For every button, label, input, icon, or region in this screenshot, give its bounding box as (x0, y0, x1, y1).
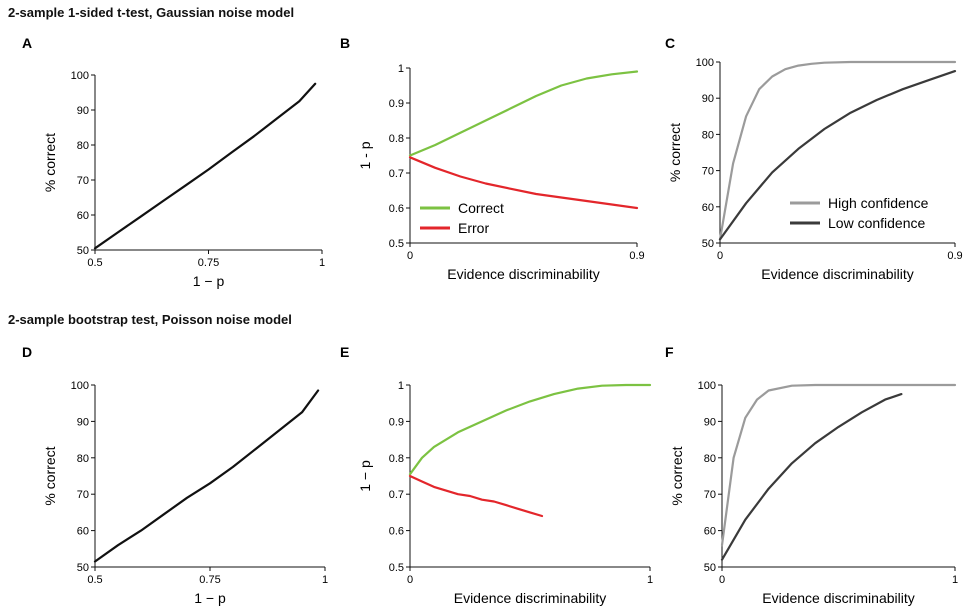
y-tick-label-a: 60 (77, 210, 89, 222)
legend-label-c-low-confidence: Low confidence (828, 215, 926, 231)
y-tick-label-c: 90 (702, 93, 714, 105)
y-axis-label-e: 1 − p (357, 460, 373, 492)
x-tick-label-e: 1 (647, 574, 653, 586)
y-tick-label-c: 100 (696, 57, 714, 69)
y-axis-label-d: % correct (42, 446, 58, 505)
panel-letter-c: C (665, 35, 675, 51)
x-tick-label-a: 0.5 (87, 257, 102, 269)
x-axis-label-d: 1 − p (194, 590, 226, 606)
y-tick-label-b: 1 (398, 63, 404, 75)
y-tick-label-f: 80 (704, 453, 716, 465)
x-tick-label-c: 0.9 (947, 250, 962, 262)
y-tick-label-b: 0.7 (389, 168, 404, 180)
y-tick-label-b: 0.9 (389, 98, 404, 110)
series-line-b-correct (410, 72, 637, 156)
y-tick-label-f: 90 (704, 416, 716, 428)
y-tick-label-e: 0.6 (389, 526, 404, 538)
y-axis-label-f: % correct (669, 446, 685, 505)
legend-label-b-error: Error (458, 220, 489, 236)
y-tick-label-f: 100 (698, 380, 716, 392)
y-tick-label-a: 50 (77, 245, 89, 257)
y-axis-label-c: % correct (667, 123, 683, 182)
x-tick-label-f: 0 (719, 574, 725, 586)
panel-letter-a: A (22, 35, 32, 51)
series-line-f-high-confidence (722, 385, 955, 545)
y-axis-label-b: 1 - p (357, 141, 373, 169)
y-tick-label-d: 50 (77, 562, 89, 574)
y-tick-label-f: 70 (704, 489, 716, 501)
series-line-d-single (95, 391, 318, 562)
y-tick-label-a: 100 (71, 70, 89, 82)
panel-letter-d: D (22, 344, 32, 360)
y-tick-label-d: 60 (77, 526, 89, 538)
y-tick-label-e: 0.9 (389, 416, 404, 428)
x-tick-label-f: 1 (952, 574, 958, 586)
y-tick-label-a: 90 (77, 105, 89, 117)
x-tick-label-a: 1 (319, 257, 325, 269)
y-axis-label-a: % correct (42, 133, 58, 192)
y-tick-label-c: 60 (702, 202, 714, 214)
y-tick-label-c: 80 (702, 129, 714, 141)
series-line-c-high-confidence (720, 62, 955, 239)
y-tick-label-e: 0.5 (389, 562, 404, 574)
x-axis-label-b: Evidence discriminability (447, 266, 600, 282)
y-tick-label-e: 0.8 (389, 453, 404, 465)
x-tick-label-d: 1 (322, 574, 328, 586)
series-line-a-single (95, 84, 315, 249)
panel-letter-f: F (665, 344, 674, 360)
x-tick-label-d: 0.75 (199, 574, 220, 586)
y-tick-label-f: 50 (704, 562, 716, 574)
series-line-f-low-confidence (722, 394, 901, 560)
series-line-b-error (410, 157, 637, 208)
series-line-e-error (410, 476, 542, 516)
y-tick-label-f: 60 (704, 526, 716, 538)
legend-label-c-high-confidence: High confidence (828, 195, 929, 211)
panel-letter-e: E (340, 344, 349, 360)
x-tick-label-b: 0.9 (629, 250, 644, 262)
x-axis-label-e: Evidence discriminability (454, 590, 607, 606)
y-tick-label-c: 70 (702, 166, 714, 178)
y-tick-label-b: 0.5 (389, 238, 404, 250)
y-tick-label-c: 50 (702, 238, 714, 250)
x-axis-label-c: Evidence discriminability (761, 266, 914, 282)
y-tick-label-d: 80 (77, 453, 89, 465)
y-tick-label-e: 1 (398, 380, 404, 392)
panel-letter-b: B (340, 35, 350, 51)
y-tick-label-b: 0.8 (389, 133, 404, 145)
y-tick-label-d: 90 (77, 416, 89, 428)
legend-label-b-correct: Correct (458, 200, 504, 216)
series-line-e-correct (410, 385, 650, 474)
y-tick-label-b: 0.6 (389, 203, 404, 215)
y-tick-label-d: 100 (71, 380, 89, 392)
x-tick-label-b: 0 (407, 250, 413, 262)
x-tick-label-c: 0 (717, 250, 723, 262)
y-tick-label-a: 80 (77, 140, 89, 152)
y-tick-label-e: 0.7 (389, 489, 404, 501)
x-axis-label-f: Evidence discriminability (762, 590, 915, 606)
x-tick-label-e: 0 (407, 574, 413, 586)
y-tick-label-d: 70 (77, 489, 89, 501)
y-tick-label-a: 70 (77, 175, 89, 187)
x-tick-label-d: 0.5 (87, 574, 102, 586)
x-axis-label-a: 1 − p (193, 273, 225, 289)
x-tick-label-a: 0.75 (198, 257, 219, 269)
